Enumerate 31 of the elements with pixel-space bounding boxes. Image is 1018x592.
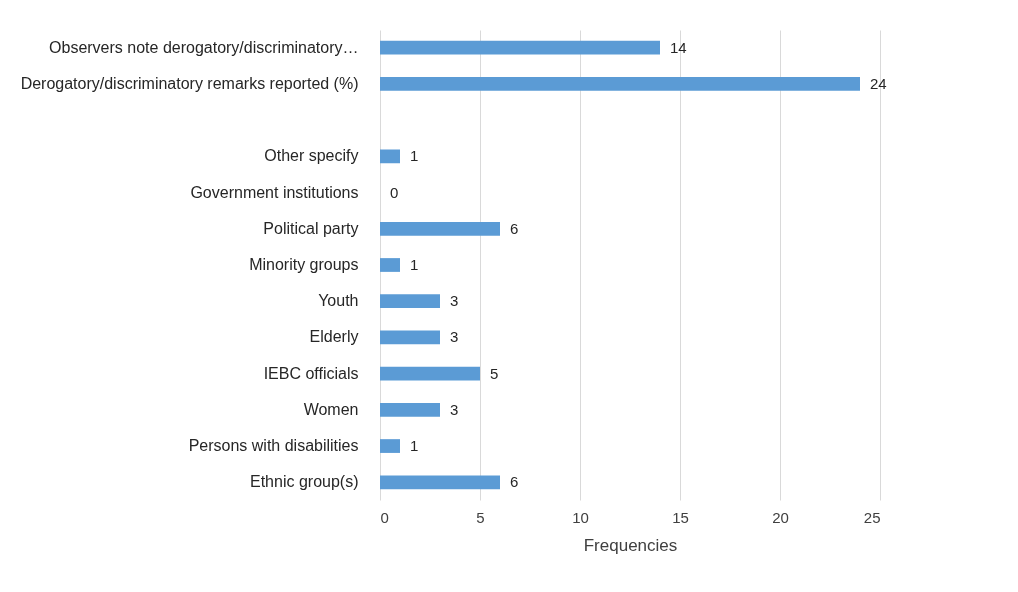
data-label: 1 bbox=[410, 147, 419, 165]
data-label: 1 bbox=[410, 256, 419, 273]
y-tick-label: Derogatory/discriminatory remarks reported (%) bbox=[20, 74, 359, 92]
data-label: 1 bbox=[410, 437, 419, 455]
x-tick-label: 0 bbox=[380, 508, 389, 526]
y-tick-label: Political party bbox=[263, 219, 359, 237]
x-tick-label: 25 bbox=[863, 508, 881, 526]
y-tick-label: Observers note derogatory/discriminatory… bbox=[49, 38, 359, 56]
x-tick-label: 15 bbox=[672, 508, 689, 526]
y-tick-label: Elderly bbox=[309, 328, 359, 346]
data-label: 14 bbox=[670, 38, 687, 56]
data-label: 0 bbox=[390, 183, 399, 201]
data-label: 24 bbox=[870, 74, 887, 92]
y-tick-label: IEBC officials bbox=[263, 364, 359, 382]
data-label: 6 bbox=[510, 219, 519, 237]
y-tick-label: Government institutions bbox=[190, 183, 359, 201]
data-label: 3 bbox=[450, 400, 459, 418]
y-tick-label: Youth bbox=[318, 292, 359, 310]
y-tick-label: Ethnic group(s) bbox=[250, 473, 359, 491]
y-tick-label: Other specify bbox=[264, 147, 359, 165]
data-label: 3 bbox=[450, 328, 459, 346]
x-axis-title: Frequencies bbox=[583, 535, 678, 555]
x-tick-label: 5 bbox=[476, 508, 485, 526]
x-tick-label: 20 bbox=[772, 508, 789, 526]
data-label: 5 bbox=[490, 364, 499, 382]
data-label: 6 bbox=[510, 473, 519, 491]
y-tick-label: Minority groups bbox=[249, 256, 359, 273]
y-tick-label: Women bbox=[303, 400, 359, 418]
x-tick-label: 10 bbox=[572, 508, 589, 526]
data-label: 3 bbox=[450, 292, 459, 310]
y-tick-label: Persons with disabilities bbox=[188, 437, 359, 455]
